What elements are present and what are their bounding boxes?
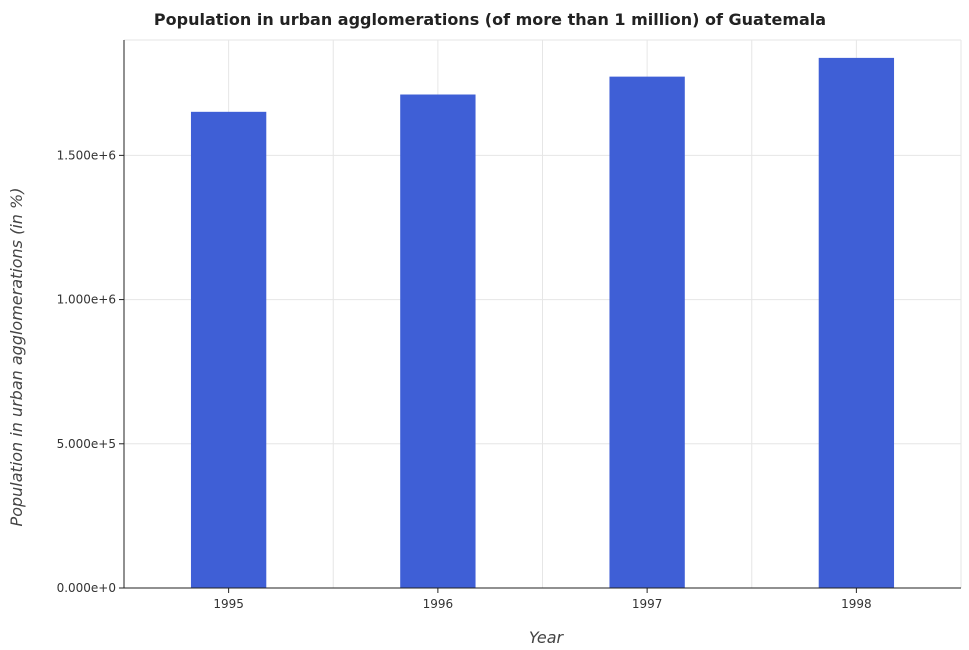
bar-1998	[818, 57, 895, 589]
y-tick-label: 0.000e+0	[57, 581, 116, 595]
chart-title: Population in urban agglomerations (of m…	[154, 10, 826, 29]
bar-1997	[609, 76, 685, 589]
y-tick-label: 1.000e+6	[57, 293, 116, 307]
x-tick-label: 1995	[213, 597, 244, 611]
bars	[190, 57, 895, 589]
x-tick-label: 1996	[423, 597, 454, 611]
bar-1996	[400, 94, 476, 588]
x-tick-label: 1997	[632, 597, 663, 611]
y-tick-label: 5.000e+5	[57, 437, 116, 451]
x-tick-label: 1998	[841, 597, 872, 611]
tick-labels: 0.000e+0 5.000e+5 1.000e+6 1.500e+6 1995 1996…	[57, 148, 872, 611]
y-tick-label: 1.500e+6	[57, 148, 116, 162]
bar-1995	[190, 111, 267, 589]
x-axis-label: Year	[529, 628, 565, 647]
axes	[119, 40, 961, 593]
y-axis-label: Population in urban agglomerations (in %…	[7, 188, 26, 527]
